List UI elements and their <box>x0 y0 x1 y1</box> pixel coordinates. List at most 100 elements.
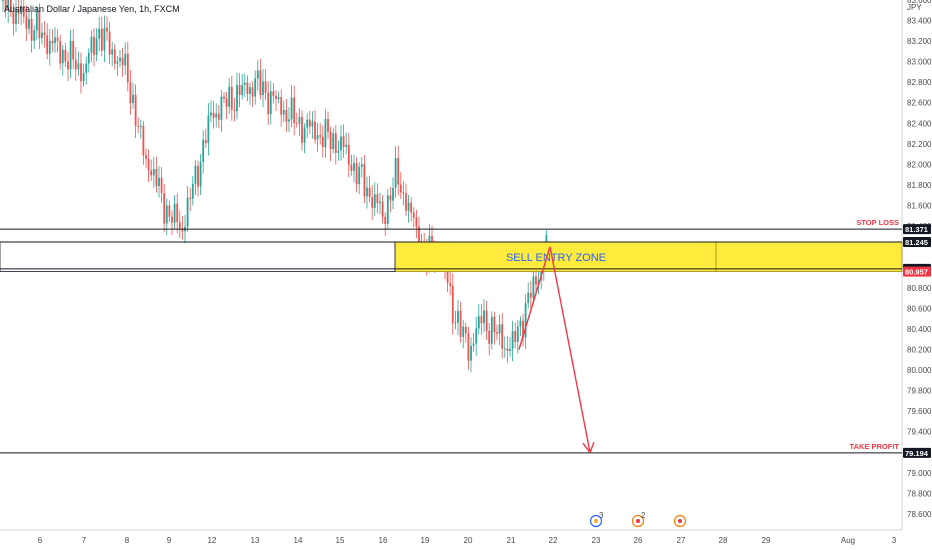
candle <box>522 313 524 347</box>
price-tag <box>903 447 931 458</box>
y-tick-label: 82.200 <box>907 140 932 149</box>
candle <box>61 45 64 76</box>
candle <box>384 212 387 237</box>
projection-arrowhead <box>582 442 595 454</box>
y-tick-label: 83.400 <box>907 17 932 26</box>
candle <box>199 154 202 196</box>
candle <box>249 82 251 105</box>
candle <box>72 28 75 69</box>
zone-label: SELL ENTRY ZONE <box>506 252 606 264</box>
candle <box>93 28 95 67</box>
candle <box>189 187 192 212</box>
candle <box>366 176 368 209</box>
y-tick-label: 78.800 <box>907 489 932 498</box>
candle <box>470 337 472 373</box>
y-tick-label: 80.800 <box>907 284 932 293</box>
y-tick-label: 83.000 <box>907 58 932 67</box>
candle <box>511 320 514 362</box>
candle <box>368 175 371 202</box>
candle <box>509 337 511 357</box>
y-tick-label: 79.400 <box>907 428 932 437</box>
candle <box>121 47 124 77</box>
candle <box>407 195 410 223</box>
zone-rect[interactable] <box>394 241 903 272</box>
candle <box>152 157 155 188</box>
candle <box>197 160 199 197</box>
candle <box>293 85 296 136</box>
candle <box>397 145 400 196</box>
candle <box>28 9 30 34</box>
candle <box>178 210 181 238</box>
candle <box>171 210 173 235</box>
candle <box>113 44 116 70</box>
candle <box>168 200 171 222</box>
level-name: TAKE PROFIT <box>850 442 900 451</box>
candle <box>457 300 459 336</box>
event-marker[interactable]: 3 <box>589 511 605 528</box>
candle <box>480 304 483 335</box>
symbol-title: Australian Dollar / Japanese Yen, 1h, FX… <box>4 4 180 14</box>
candle <box>353 154 355 183</box>
candle <box>132 83 134 109</box>
candle <box>415 209 418 238</box>
event-marker[interactable]: 2 <box>631 511 647 528</box>
candle <box>496 324 498 340</box>
candle <box>373 182 376 217</box>
candle <box>529 281 532 310</box>
candle <box>238 73 241 108</box>
candle <box>80 52 82 94</box>
price-tag <box>903 237 931 247</box>
y-tick-label: 81.600 <box>907 202 932 211</box>
event-marker[interactable] <box>673 514 687 528</box>
candle <box>321 125 324 158</box>
candle <box>215 103 218 128</box>
candle <box>267 81 270 125</box>
projection-path[interactable] <box>518 246 591 453</box>
candle <box>103 15 106 63</box>
x-tick-label: 27 <box>677 536 686 545</box>
candle <box>454 310 457 330</box>
candle <box>17 0 20 24</box>
projection-arrow[interactable] <box>518 246 595 454</box>
candle <box>392 177 394 210</box>
y-tick-label: 83.200 <box>907 37 932 46</box>
candle <box>493 311 496 345</box>
candle <box>275 90 277 111</box>
candle <box>41 22 43 45</box>
x-tick-label: 16 <box>379 536 388 545</box>
candle <box>22 0 25 24</box>
candle <box>295 112 298 128</box>
candle <box>311 111 314 139</box>
candle <box>111 41 114 67</box>
candle <box>345 132 348 155</box>
candle <box>475 316 478 356</box>
candle <box>490 311 493 350</box>
candle <box>236 72 238 120</box>
candle <box>85 56 88 85</box>
candle <box>7 0 10 23</box>
price-tag-label: 81.245 <box>905 238 928 247</box>
candle <box>488 323 491 356</box>
currency-label: JPY <box>907 3 922 12</box>
candle <box>477 303 480 335</box>
candle <box>288 107 290 133</box>
y-tick-label: 82.400 <box>907 119 932 128</box>
x-tick-label: 13 <box>251 536 260 545</box>
candle <box>371 184 374 220</box>
sell-entry-zone[interactable]: SELL ENTRY ZONE <box>0 241 903 273</box>
y-tick-label: 80.200 <box>907 346 932 355</box>
x-tick-label: 7 <box>82 536 87 545</box>
candle <box>67 52 69 81</box>
candle <box>405 183 407 217</box>
candle <box>516 320 519 354</box>
candle <box>194 160 197 195</box>
candle <box>155 156 158 193</box>
candle <box>303 123 306 154</box>
candle <box>77 51 80 76</box>
y-tick-label: 79.600 <box>907 407 932 416</box>
candle <box>483 299 485 333</box>
candle <box>399 172 402 199</box>
